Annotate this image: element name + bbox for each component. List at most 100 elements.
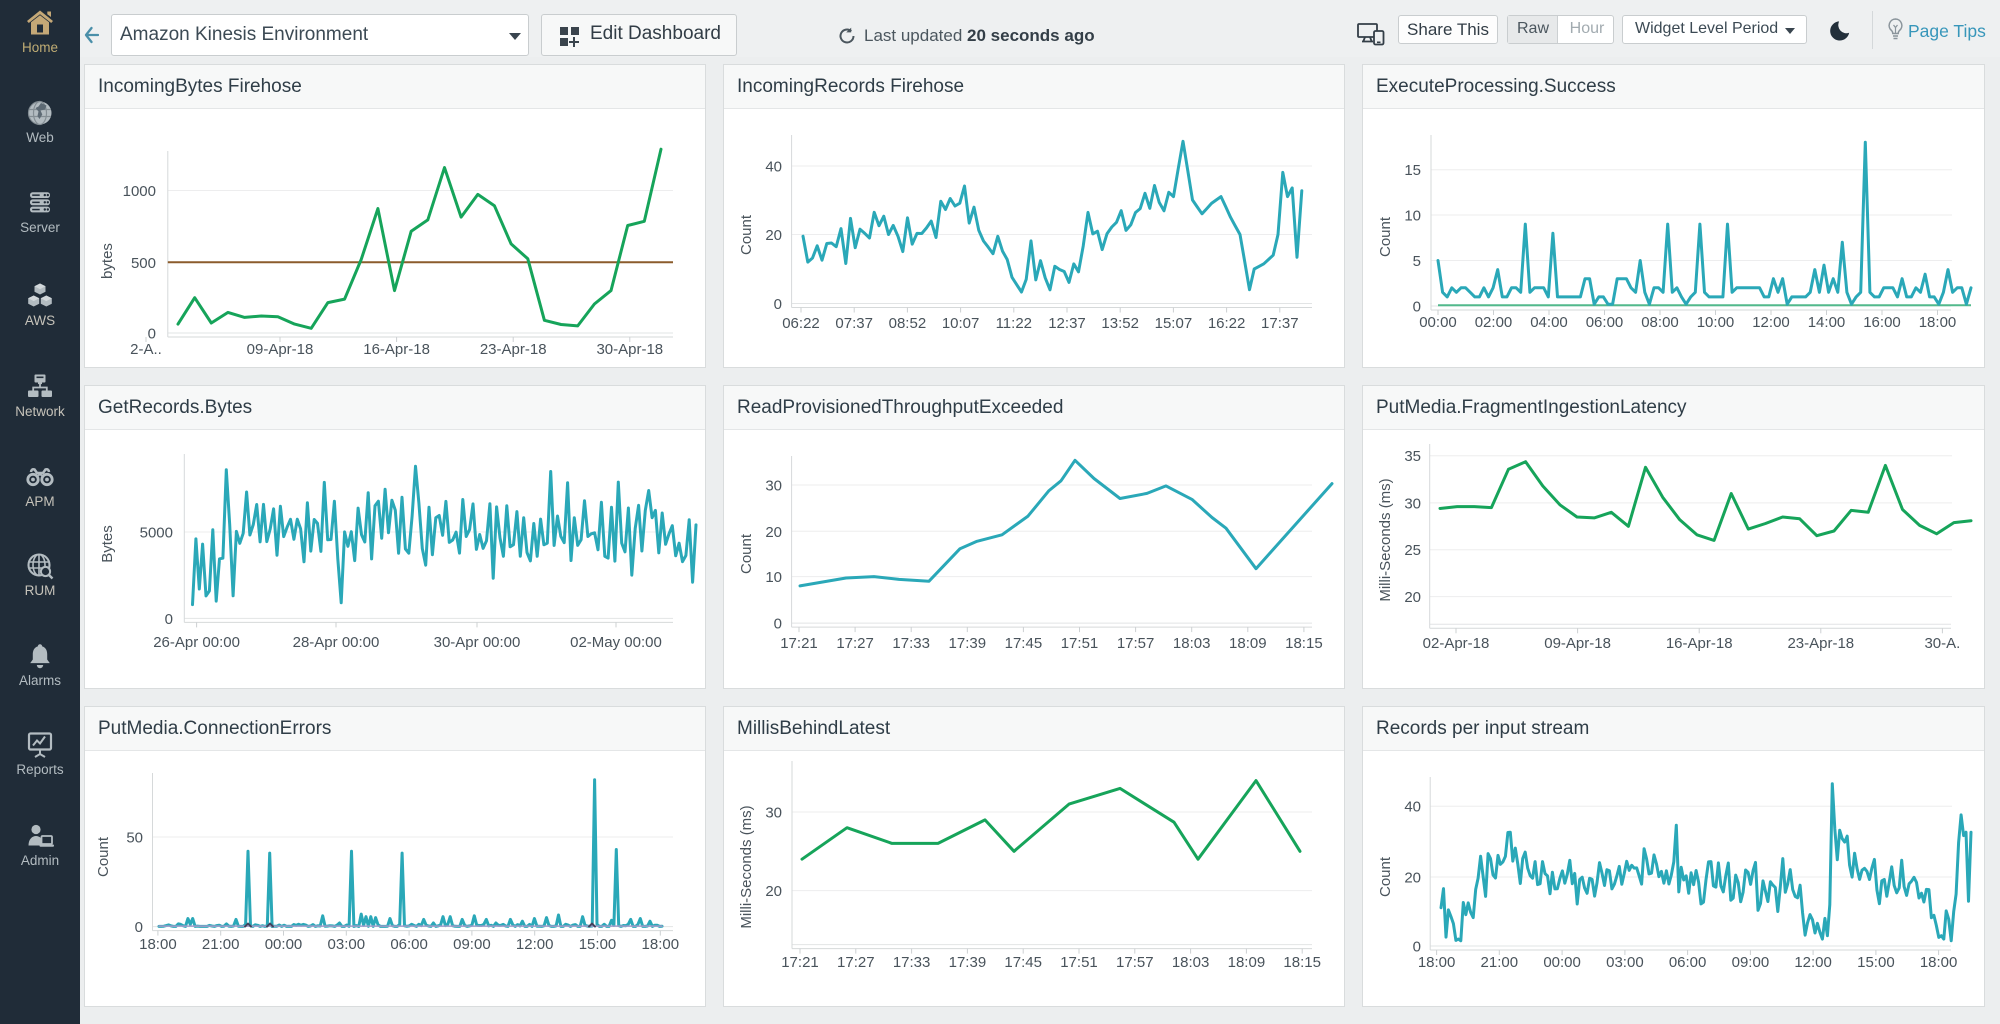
svg-text:18:15: 18:15 (1285, 635, 1323, 652)
svg-text:Bytes: Bytes (99, 525, 116, 563)
svg-text:18:09: 18:09 (1228, 954, 1266, 971)
svg-text:17:21: 17:21 (781, 954, 819, 971)
svg-text:16:00: 16:00 (1863, 314, 1901, 331)
svg-text:15:00: 15:00 (579, 936, 617, 953)
svg-text:15: 15 (1404, 162, 1421, 179)
svg-text:50: 50 (126, 830, 143, 847)
svg-text:08:00: 08:00 (1641, 314, 1679, 331)
svg-text:15:00: 15:00 (1857, 954, 1895, 971)
svg-text:30: 30 (1404, 495, 1421, 512)
svg-text:17:39: 17:39 (949, 635, 987, 652)
svg-text:30-A.: 30-A. (1924, 635, 1960, 652)
svg-text:15:07: 15:07 (1155, 315, 1193, 332)
svg-text:35: 35 (1404, 448, 1421, 465)
svg-text:10: 10 (765, 569, 782, 586)
svg-text:18:03: 18:03 (1172, 954, 1210, 971)
svg-text:18:00: 18:00 (642, 936, 680, 953)
svg-text:20: 20 (765, 524, 782, 541)
svg-text:Count: Count (738, 533, 755, 574)
svg-text:20: 20 (1404, 870, 1421, 887)
svg-text:07:37: 07:37 (835, 315, 873, 332)
svg-text:11:22: 11:22 (996, 315, 1032, 332)
svg-text:09:00: 09:00 (1732, 954, 1770, 971)
svg-text:17:33: 17:33 (892, 635, 930, 652)
svg-text:00:00: 00:00 (265, 936, 303, 953)
svg-text:18:09: 18:09 (1229, 635, 1267, 652)
svg-text:10: 10 (1404, 208, 1421, 225)
svg-text:08:52: 08:52 (889, 315, 927, 332)
svg-text:18:00: 18:00 (1919, 314, 1957, 331)
svg-text:Count: Count (738, 214, 755, 255)
svg-text:28-Apr 00:00: 28-Apr 00:00 (293, 634, 380, 651)
svg-text:17:27: 17:27 (837, 954, 875, 971)
svg-text:20: 20 (765, 883, 782, 900)
svg-text:06:22: 06:22 (782, 315, 820, 332)
svg-text:20: 20 (1404, 589, 1421, 606)
svg-text:09-Apr-18: 09-Apr-18 (247, 341, 314, 358)
svg-text:0: 0 (165, 611, 173, 628)
svg-text:500: 500 (131, 255, 156, 272)
svg-text:02-May 00:00: 02-May 00:00 (570, 634, 662, 651)
svg-text:17:27: 17:27 (836, 635, 874, 652)
svg-text:18:00: 18:00 (139, 936, 177, 953)
svg-text:03:00: 03:00 (1606, 954, 1644, 971)
svg-text:02-Apr-18: 02-Apr-18 (1423, 635, 1490, 652)
svg-text:21:00: 21:00 (1481, 954, 1519, 971)
svg-text:17:45: 17:45 (1004, 954, 1042, 971)
svg-text:17:45: 17:45 (1005, 635, 1043, 652)
svg-text:12:00: 12:00 (516, 936, 554, 953)
svg-text:17:51: 17:51 (1060, 954, 1098, 971)
svg-text:06:00: 06:00 (390, 936, 428, 953)
svg-text:17:57: 17:57 (1116, 954, 1154, 971)
svg-text:02:00: 02:00 (1475, 314, 1513, 331)
svg-text:06:00: 06:00 (1586, 314, 1624, 331)
svg-text:17:21: 17:21 (780, 635, 818, 652)
svg-text:0: 0 (1413, 939, 1421, 956)
svg-text:10:07: 10:07 (942, 315, 980, 332)
svg-text:09-Apr-18: 09-Apr-18 (1544, 635, 1611, 652)
svg-text:Count: Count (95, 836, 112, 877)
svg-text:14:00: 14:00 (1808, 314, 1846, 331)
svg-text:1000: 1000 (123, 183, 156, 200)
svg-text:04:00: 04:00 (1530, 314, 1568, 331)
svg-text:0: 0 (774, 296, 782, 313)
svg-text:23-Apr-18: 23-Apr-18 (1787, 635, 1854, 652)
svg-text:06:00: 06:00 (1669, 954, 1707, 971)
svg-text:bytes: bytes (99, 243, 116, 279)
svg-text:18:00: 18:00 (1418, 954, 1456, 971)
svg-text:12:00: 12:00 (1752, 314, 1790, 331)
svg-text:23-Apr-18: 23-Apr-18 (480, 341, 547, 358)
svg-text:26-Apr 00:00: 26-Apr 00:00 (153, 634, 240, 651)
svg-text:12:00: 12:00 (1794, 954, 1832, 971)
svg-text:17:51: 17:51 (1061, 635, 1099, 652)
svg-text:17:33: 17:33 (893, 954, 931, 971)
svg-text:18:15: 18:15 (1283, 954, 1321, 971)
svg-text:00:00: 00:00 (1419, 314, 1457, 331)
svg-text:0: 0 (774, 616, 782, 633)
svg-text:17:37: 17:37 (1261, 315, 1299, 332)
svg-text:Count: Count (1377, 856, 1394, 897)
svg-text:20: 20 (765, 227, 782, 244)
svg-text:30-Apr 00:00: 30-Apr 00:00 (434, 634, 521, 651)
svg-text:40: 40 (1404, 799, 1421, 816)
svg-text:16:22: 16:22 (1208, 315, 1246, 332)
svg-text:17:57: 17:57 (1117, 635, 1155, 652)
svg-text:30: 30 (765, 478, 782, 495)
svg-text:00:00: 00:00 (1543, 954, 1581, 971)
svg-text:12:37: 12:37 (1048, 315, 1086, 332)
svg-text:30-Apr-18: 30-Apr-18 (596, 341, 663, 358)
svg-text:0: 0 (1413, 299, 1421, 316)
svg-text:0: 0 (148, 326, 156, 343)
svg-text:30: 30 (765, 805, 782, 822)
svg-text:03:00: 03:00 (328, 936, 366, 953)
svg-text:17:39: 17:39 (949, 954, 987, 971)
svg-text:Count: Count (1377, 216, 1394, 257)
svg-text:16-Apr-18: 16-Apr-18 (363, 341, 430, 358)
svg-text:Milli-Seconds (ms): Milli-Seconds (ms) (1377, 478, 1394, 601)
svg-text:Milli-Seconds (ms): Milli-Seconds (ms) (738, 805, 755, 928)
svg-text:21:00: 21:00 (202, 936, 240, 953)
svg-text:0: 0 (135, 919, 143, 936)
svg-text:09:00: 09:00 (453, 936, 491, 953)
svg-text:2-A..: 2-A.. (130, 341, 162, 358)
svg-text:13:52: 13:52 (1101, 315, 1139, 332)
